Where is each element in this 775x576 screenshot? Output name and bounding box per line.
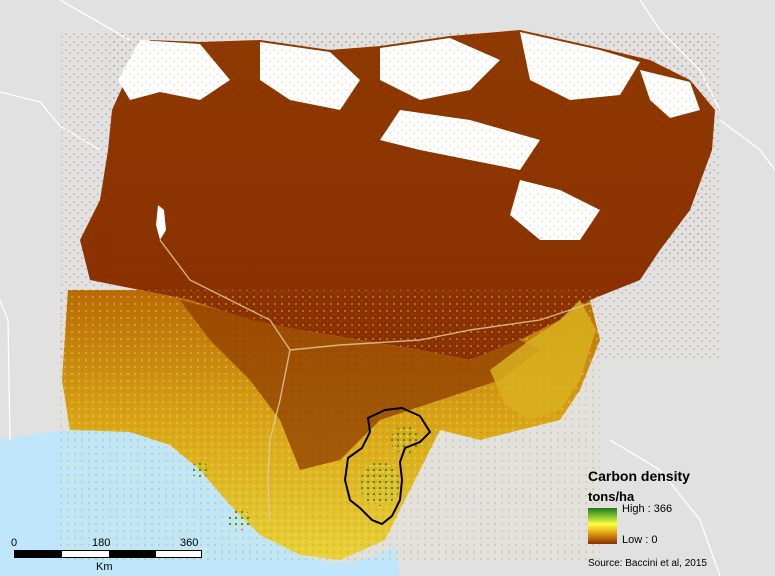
legend-title: Carbon density <box>588 468 690 484</box>
legend-high-label: High : 366 <box>622 503 673 515</box>
kainji-lake <box>156 205 166 240</box>
scalebar-tick-180: 180 <box>92 537 111 549</box>
rivers <box>159 239 601 521</box>
highlighted-region-outline <box>343 406 432 526</box>
scalebar-segment <box>109 551 156 557</box>
eastern-highlands <box>490 300 596 420</box>
scalebar-tick-0: 0 <box>11 537 18 549</box>
legend-low-label: Low : 0 <box>622 534 658 546</box>
scalebar-tick-360: 360 <box>180 537 199 549</box>
no-data-texture <box>110 30 710 260</box>
high-carbon-patches <box>191 426 419 530</box>
legend-color-ramp <box>588 508 617 544</box>
source-credit: Source: Baccini et al, 2015 <box>588 558 707 569</box>
middle-belt <box>180 300 540 470</box>
scalebar-unit: Km <box>96 561 113 573</box>
legend-units: tons/ha <box>588 489 635 504</box>
scalebar-segment <box>15 551 62 557</box>
scale-bar <box>14 550 202 558</box>
